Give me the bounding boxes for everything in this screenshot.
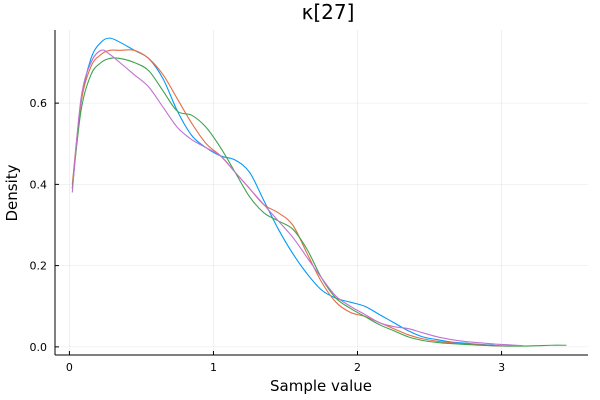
axes — [54, 30, 588, 356]
series-line-4 — [71, 49, 524, 347]
series-line-2 — [71, 49, 509, 347]
x-axis-label: Sample value — [270, 377, 372, 395]
y-tick-label: 0.4 — [30, 178, 48, 191]
y-tick-label: 0.2 — [30, 260, 48, 273]
y-tick-label: 0.6 — [30, 97, 48, 110]
x-tick-label: 2 — [354, 361, 361, 374]
grid — [55, 30, 588, 355]
series-line-3 — [71, 57, 567, 347]
x-tick-label: 1 — [210, 361, 217, 374]
chart-title: κ[27] — [302, 0, 355, 24]
y-tick-label: 0.0 — [30, 341, 48, 354]
x-tick-label: 0 — [66, 361, 73, 374]
series-group — [71, 37, 567, 347]
tick-labels: 0 1 2 3 0.0 0.2 0.4 0.6 — [30, 97, 506, 374]
y-axis-label: Density — [3, 164, 21, 221]
x-tick-label: 3 — [498, 361, 505, 374]
